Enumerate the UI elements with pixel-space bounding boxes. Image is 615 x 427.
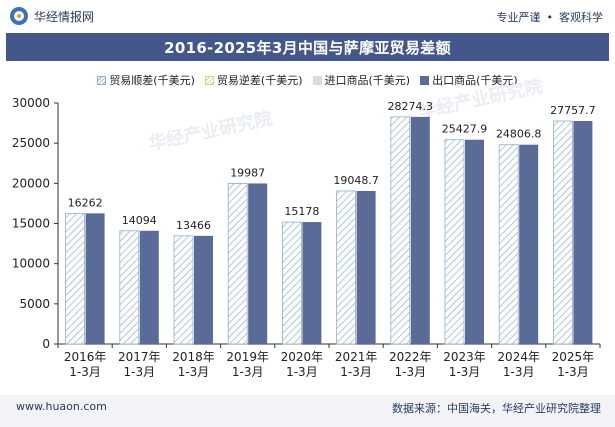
chart-title: 2016-2025年3月中国与萨摩亚贸易差额 xyxy=(6,33,609,61)
x-tick-label: 2025年 xyxy=(552,350,595,364)
x-tick-label: 2018年 xyxy=(172,350,215,364)
y-tick-label: 10000 xyxy=(12,257,50,271)
bar-export xyxy=(519,144,539,344)
x-tick-label: 2020年 xyxy=(281,350,324,364)
data-label: 14094 xyxy=(122,214,157,227)
footer-source: 数据来源：中国海关，华经产业研究院整理 xyxy=(392,402,601,415)
x-tick-label: 1-3月 xyxy=(557,365,589,379)
bullet-icon: • xyxy=(546,10,554,24)
data-label: 16262 xyxy=(68,196,103,209)
bar-export xyxy=(356,190,376,344)
data-label: 13466 xyxy=(176,219,211,232)
legend-label-deficit: 贸易逆差(千美元) xyxy=(216,74,303,87)
bar-surplus xyxy=(281,221,302,345)
y-tick-label: 25000 xyxy=(12,136,50,150)
bar-surplus xyxy=(336,190,357,345)
bar-surplus xyxy=(444,139,465,345)
bar-export xyxy=(302,222,322,344)
x-tick-label: 2019年 xyxy=(226,350,269,364)
watermark: 华经产业研究院 xyxy=(146,107,274,155)
bar-surplus xyxy=(119,230,140,345)
y-tick-label: 15000 xyxy=(12,217,50,231)
x-tick-label: 1-3月 xyxy=(232,365,264,379)
header-tags: 专业严谨 • 客观科学 xyxy=(497,9,604,25)
bar-export xyxy=(85,213,105,344)
y-tick-label: 0 xyxy=(42,337,50,351)
legend-swatch-export xyxy=(420,75,430,85)
x-tick-label: 2017年 xyxy=(118,350,161,364)
y-tick-label: 30000 xyxy=(12,96,50,110)
legend-item-export: 出口商品(千美元) xyxy=(420,72,518,88)
data-label: 27757.7 xyxy=(550,104,596,117)
bar-surplus xyxy=(390,116,411,345)
legend-label-import: 进口商品(千美元) xyxy=(324,74,411,87)
legend-swatch-deficit xyxy=(204,75,214,85)
data-label: 19048.7 xyxy=(333,174,379,187)
footer-bar xyxy=(0,395,615,427)
data-label: 19987 xyxy=(230,166,265,179)
legend-item-import: 进口商品(千美元) xyxy=(312,72,411,88)
legend-item-surplus: 贸易顺差(千美元) xyxy=(97,72,195,88)
x-tick-label: 1-3月 xyxy=(449,365,481,379)
bar-chart: 华经产业研究院华经产业研究院05000100001500020000250003… xyxy=(12,75,601,379)
bar-export xyxy=(248,183,268,344)
x-tick-label: 1-3月 xyxy=(394,365,426,379)
data-label: 15178 xyxy=(284,205,319,218)
x-tick-label: 2021年 xyxy=(335,350,378,364)
data-label: 28274.3 xyxy=(388,100,434,113)
bar-surplus xyxy=(65,212,85,345)
x-tick-label: 1-3月 xyxy=(340,365,372,379)
x-tick-label: 2016年 xyxy=(64,350,107,364)
y-tick-label: 5000 xyxy=(19,297,50,311)
data-label: 24806.8 xyxy=(496,128,542,141)
tag-professional: 专业严谨 xyxy=(496,11,541,24)
legend-label-export: 出口商品(千美元) xyxy=(432,74,518,87)
watermark: 华经产业研究院 xyxy=(416,75,544,123)
huajing-logo-icon xyxy=(10,7,28,25)
legend-swatch-surplus xyxy=(97,75,107,85)
bar-export xyxy=(139,230,159,344)
bar-surplus xyxy=(553,120,573,345)
bar-export xyxy=(573,121,593,344)
legend-swatch-import xyxy=(312,75,322,85)
brand-name: 华经情报网 xyxy=(34,9,95,24)
top-bar: 华经情报网 专业严谨 • 客观科学 xyxy=(0,0,615,32)
x-tick-label: 2022年 xyxy=(389,350,432,364)
bar-export xyxy=(465,139,484,344)
x-tick-label: 2023年 xyxy=(443,350,486,364)
x-tick-label: 1-3月 xyxy=(503,365,535,379)
x-tick-label: 1-3月 xyxy=(178,365,210,379)
bar-export xyxy=(194,235,213,344)
x-tick-label: 1-3月 xyxy=(286,365,318,379)
data-label: 25427.9 xyxy=(442,123,488,136)
bar-export xyxy=(410,116,430,344)
tag-objective: 客观科学 xyxy=(559,11,603,24)
x-tick-label: 1-3月 xyxy=(69,365,101,379)
x-tick-label: 1-3月 xyxy=(123,365,155,379)
brand: 华经情报网 xyxy=(10,7,94,25)
bar-surplus xyxy=(173,235,194,345)
y-tick-label: 20000 xyxy=(12,176,50,190)
bar-surplus xyxy=(227,183,248,345)
x-tick-label: 2024年 xyxy=(497,350,540,364)
bar-surplus xyxy=(498,144,519,345)
footer-url: www.huaon.com xyxy=(16,400,107,413)
legend-label-surplus: 贸易顺差(千美元) xyxy=(109,74,195,87)
legend-item-deficit: 贸易逆差(千美元) xyxy=(204,72,303,88)
chart-legend: 贸易顺差(千美元) 贸易逆差(千美元) 进口商品(千美元) 出口商品(千美元) xyxy=(0,72,615,88)
